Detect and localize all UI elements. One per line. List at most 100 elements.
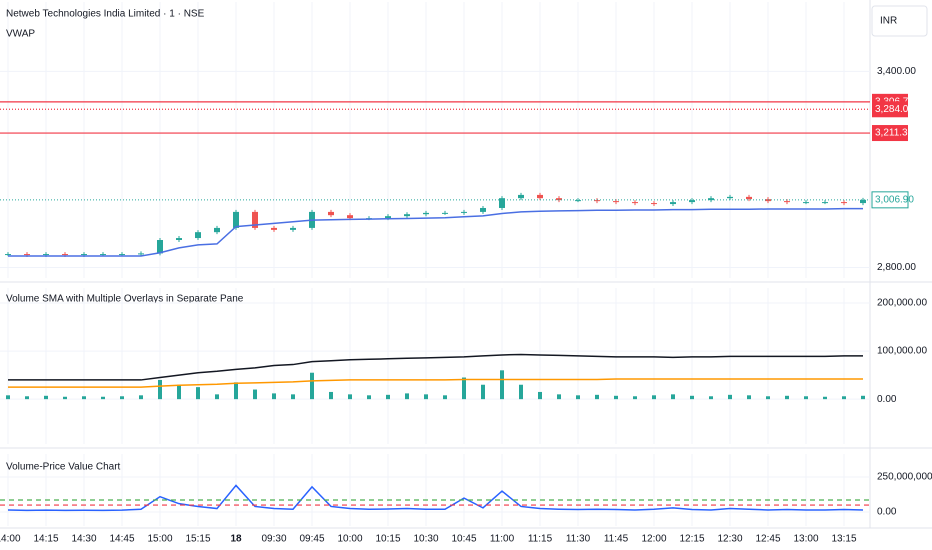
candle <box>119 254 125 256</box>
candle <box>841 202 847 204</box>
x-tick-label: 14:00 <box>0 534 21 545</box>
candle <box>214 227 220 233</box>
volume-bar <box>6 395 10 400</box>
candle <box>423 212 429 215</box>
volume-bar <box>310 372 314 400</box>
candle <box>803 202 809 204</box>
candle <box>556 198 562 201</box>
candle <box>499 198 505 208</box>
x-tick-label: 14:30 <box>71 534 96 545</box>
volume-bar <box>82 396 86 400</box>
volume-bar <box>766 396 770 400</box>
volume-bar <box>348 394 352 400</box>
x-tick-label: 10:15 <box>375 534 400 545</box>
currency-button[interactable] <box>871 5 928 37</box>
candle <box>651 203 657 205</box>
candle <box>594 200 600 202</box>
x-tick-label: 12:00 <box>641 534 666 545</box>
x-tick-label: 12:45 <box>755 534 780 545</box>
x-tick-label: 09:30 <box>261 534 286 545</box>
pane-title: Volume-Price Value Chart <box>6 462 121 473</box>
candle <box>727 196 733 199</box>
x-tick-label: 12:30 <box>717 534 742 545</box>
series-line <box>8 207 863 257</box>
x-tick-label: 10:30 <box>413 534 438 545</box>
candle <box>575 200 581 202</box>
volume-bar <box>500 370 504 400</box>
y-tick-label: 0.00 <box>877 507 897 518</box>
volume-bar <box>44 395 48 400</box>
y-tick-label: 250,000,000.00 <box>877 472 932 483</box>
candle <box>613 201 619 203</box>
volume-bar <box>272 393 276 400</box>
volume-bar <box>101 396 105 400</box>
volume-bar <box>291 394 295 400</box>
y-tick-label: 100,000.00 <box>877 346 927 357</box>
volume-bar <box>633 396 637 400</box>
candle <box>347 215 353 219</box>
candle <box>708 198 714 201</box>
series-line <box>8 353 863 381</box>
volume-bar <box>519 384 523 400</box>
volume-bar <box>234 382 238 400</box>
x-tick-label: 11:30 <box>566 534 591 545</box>
candle <box>822 202 828 204</box>
x-tick-label: 12:15 <box>679 534 704 545</box>
volume-bar <box>671 394 675 400</box>
candle <box>81 254 87 256</box>
x-tick-label: 14:15 <box>33 534 58 545</box>
volume-bar <box>728 394 732 400</box>
volume-bar <box>386 394 390 400</box>
series-line <box>7 484 864 512</box>
candle <box>176 238 182 241</box>
volume-bar <box>595 394 599 400</box>
candle <box>784 201 790 203</box>
x-tick-label: 09:45 <box>299 534 324 545</box>
candle <box>670 202 676 205</box>
volume-bar <box>158 379 162 400</box>
volume-bar <box>462 377 466 400</box>
x-tick-label: 13:00 <box>793 534 818 545</box>
volume-bar <box>842 396 846 400</box>
x-tick-label: 11:15 <box>528 534 553 545</box>
candle <box>195 232 201 239</box>
candle <box>404 214 410 217</box>
candle <box>480 207 486 212</box>
x-tick-label: 18 <box>230 534 242 545</box>
pane-title: Volume SMA with Multiple Overlays in Sep… <box>6 294 244 305</box>
volume-bar <box>481 384 485 400</box>
candle <box>518 194 524 199</box>
y-tick-label: 0.00 <box>877 394 897 405</box>
candle <box>252 211 258 228</box>
candle <box>689 200 695 203</box>
level-label: 3,284.00 <box>875 104 914 115</box>
candle <box>233 211 239 228</box>
candle <box>537 194 543 199</box>
candle <box>24 254 30 256</box>
level-label: 3,211.30 <box>875 128 914 139</box>
volume-bar <box>253 389 257 400</box>
candle <box>271 227 277 230</box>
x-tick-label: 10:45 <box>451 534 476 545</box>
candle <box>157 240 163 254</box>
volume-bar <box>747 395 751 400</box>
y-tick-label: 3,400.00 <box>877 66 916 77</box>
volume-bar <box>652 395 656 400</box>
volume-bar <box>576 395 580 400</box>
volume-bar <box>709 396 713 400</box>
currency[interactable]: INR <box>880 16 897 27</box>
candle <box>100 254 106 256</box>
volume-bar <box>614 395 618 400</box>
volume-bar <box>823 396 827 400</box>
x-tick-label: 13:15 <box>831 534 856 545</box>
volume-bar <box>557 394 561 400</box>
volume-bar <box>120 396 124 400</box>
x-tick-label: 15:00 <box>147 534 172 545</box>
volume-bar <box>25 396 29 400</box>
x-tick-label: 10:00 <box>337 534 362 545</box>
volume-bar <box>690 395 694 400</box>
volume-bar <box>443 395 447 400</box>
